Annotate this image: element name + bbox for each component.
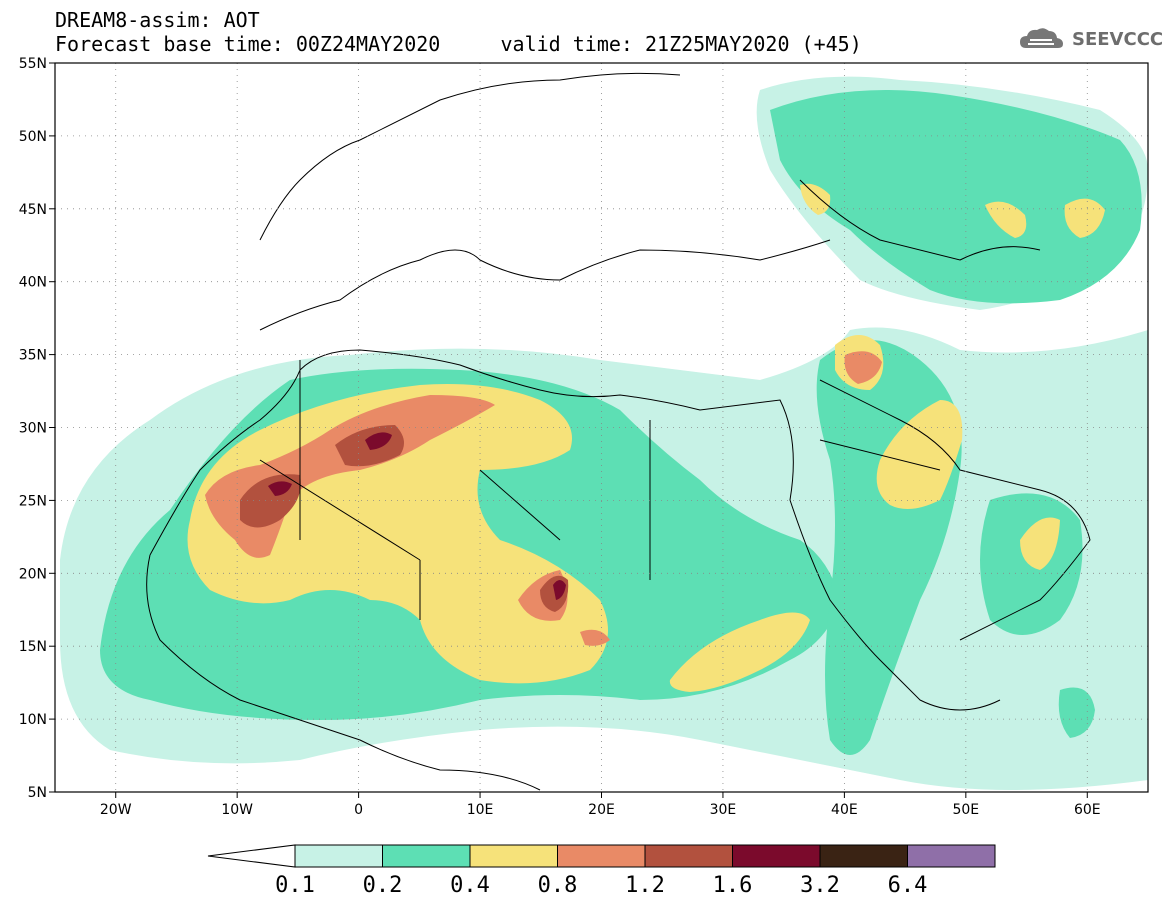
map-subtitle: Forecast base time: 00Z24MAY2020 valid t… [55, 32, 862, 56]
colorbar-swatch [732, 844, 821, 868]
colorbar-label: 0.1 [275, 873, 315, 898]
lat-tick-label: 20N [19, 566, 47, 582]
colorbar-label: 0.2 [363, 873, 403, 898]
lat-tick-label: 50N [19, 129, 47, 145]
lat-tick-label: 30N [19, 421, 47, 437]
lon-tick-label: 20E [588, 802, 615, 818]
aot-fields [55, 63, 1148, 792]
lat-tick-label: 10N [19, 712, 47, 728]
grid-lines [55, 63, 1148, 792]
colorbar-label: 3.2 [800, 873, 840, 898]
colorbar-swatch [469, 844, 558, 868]
lon-tick-label: 60E [1074, 802, 1101, 818]
colorbar-swatch [557, 844, 646, 868]
colorbar: 0.1 0.2 0.4 0.8 1.2 1.6 3.2 6.4 [207, 844, 996, 898]
colorbar-swatch [819, 844, 908, 868]
lon-tick-label: 20W [100, 802, 132, 818]
colorbar-swatch [907, 844, 996, 868]
lat-tick-label: 35N [19, 348, 47, 364]
aot-level-1.6 [268, 432, 566, 600]
lon-tick-label: 10E [467, 802, 494, 818]
colorbar-label: 1.6 [713, 873, 753, 898]
colorbar-swatch [294, 844, 383, 868]
lat-tick-label: 5N [28, 785, 47, 801]
map-title: DREAM8-assim: AOT [55, 8, 260, 32]
cloud-logo-icon [1020, 28, 1063, 48]
colorbar-label: 6.4 [888, 873, 928, 898]
lon-tick-label: 50E [952, 802, 979, 818]
lat-tick-label: 45N [19, 202, 47, 218]
colorbar-swatch [382, 844, 471, 868]
colorbar-label: 1.2 [625, 873, 665, 898]
lon-tick-label: 40E [831, 802, 858, 818]
colorbar-arrow-low [207, 844, 296, 868]
lat-tick-label: 55N [19, 56, 47, 72]
logo-text: SEEVCCC [1072, 29, 1164, 50]
colorbar-swatch [644, 844, 733, 868]
lon-tick-label: 10W [221, 802, 253, 818]
lat-tick-label: 25N [19, 493, 47, 509]
lon-tick-label: 30E [710, 802, 737, 818]
lat-tick-label: 40N [19, 275, 47, 291]
coastlines [146, 72, 1091, 791]
lon-tick-label: 0 [354, 802, 363, 818]
axis-ticks: 55N 50N 45N 40N 35N 30N 25N 20N 15N 10N 5N 20W 10W 0 1… [19, 56, 1101, 818]
lat-tick-label: 15N [19, 639, 47, 655]
colorbar-label: 0.8 [538, 873, 578, 898]
colorbar-label: 0.4 [450, 873, 490, 898]
